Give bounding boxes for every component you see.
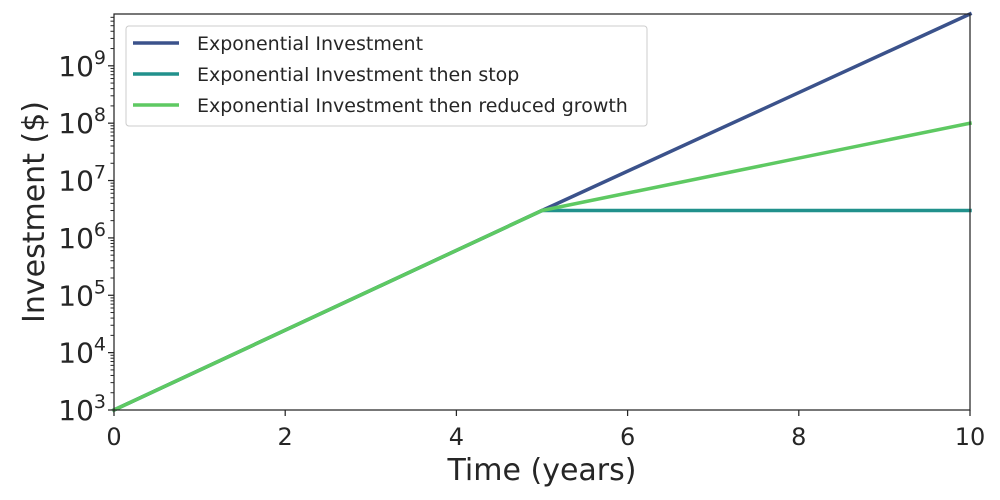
y-tick-label: 103 xyxy=(58,391,106,427)
legend-label-3: Exponential Investment then reduced grow… xyxy=(197,95,628,117)
series-line-3 xyxy=(111,121,973,413)
x-tick-label: 4 xyxy=(449,423,464,451)
y-axis-label: Investment ($) xyxy=(17,101,52,323)
x-axis-ticks: 0 2 4 6 8 10 xyxy=(106,410,985,451)
legend-box xyxy=(125,25,648,127)
legend-label-2: Exponential Investment then stop xyxy=(197,64,519,86)
y-axis-ticks: 103 104 105 106 107 108 109 xyxy=(58,16,114,427)
y-tick-label: 104 xyxy=(58,334,106,370)
x-tick-label: 0 xyxy=(106,423,121,451)
legend-entries: Exponential Investment Exponential Invest… xyxy=(133,33,628,117)
plot-area-frame xyxy=(113,13,971,411)
x-tick-label: 6 xyxy=(620,423,635,451)
y-tick-label: 108 xyxy=(58,104,106,140)
x-tick-label: 2 xyxy=(278,423,293,451)
series-layer xyxy=(111,11,973,413)
series-line-2 xyxy=(111,208,972,413)
x-axis-label: Time (years) xyxy=(447,453,637,488)
y-tick-label: 106 xyxy=(58,219,106,255)
y-tick-label: 107 xyxy=(58,162,106,198)
x-tick-label: 8 xyxy=(791,423,806,451)
x-tick-label: 10 xyxy=(955,423,986,451)
y-tick-label: 109 xyxy=(58,47,106,83)
y-tick-label: 105 xyxy=(58,276,106,312)
legend-label-1: Exponential Investment xyxy=(197,33,423,55)
legend: Exponential Investment Exponential Invest… xyxy=(125,25,648,127)
